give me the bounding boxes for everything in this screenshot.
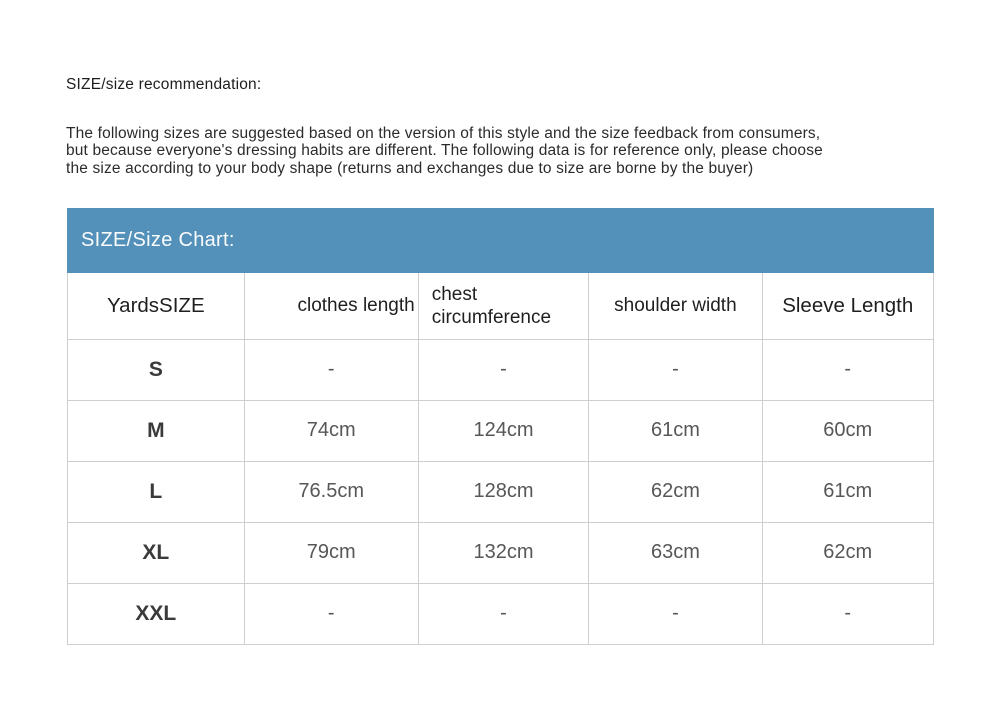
- size-label: M: [67, 399, 245, 462]
- size-label: XL: [67, 521, 245, 584]
- value-cell: -: [417, 338, 590, 401]
- column-header-clothes-length: clothes length: [243, 273, 419, 340]
- value-cell: 74cm: [243, 399, 419, 462]
- table-row: L 76.5cm 128cm 62cm 61cm: [67, 460, 934, 523]
- value-cell: 62cm: [761, 521, 934, 584]
- table-row: M 74cm 124cm 61cm 60cm: [67, 399, 934, 462]
- value-cell: -: [588, 582, 763, 645]
- value-cell: 79cm: [243, 521, 419, 584]
- value-cell: 60cm: [761, 399, 934, 462]
- value-cell: 76.5cm: [243, 460, 419, 523]
- column-header-size: YardsSIZE: [67, 273, 245, 340]
- column-header-sleeve-length: Sleeve Length: [761, 273, 934, 340]
- table-row: XL 79cm 132cm 63cm 62cm: [67, 521, 934, 584]
- value-cell: 61cm: [588, 399, 763, 462]
- size-label: L: [67, 460, 245, 523]
- page-title: SIZE/size recommendation:: [66, 76, 262, 93]
- column-header-chest-circumference: chest circumference: [417, 273, 590, 340]
- value-cell: -: [761, 582, 934, 645]
- value-cell: 124cm: [417, 399, 590, 462]
- value-cell: 61cm: [761, 460, 934, 523]
- value-cell: -: [417, 582, 590, 645]
- table-row: XXL - - - -: [67, 582, 934, 645]
- table-row: S - - - -: [67, 338, 934, 401]
- value-cell: -: [243, 338, 419, 401]
- value-cell: 132cm: [417, 521, 590, 584]
- value-cell: -: [761, 338, 934, 401]
- size-chart-section: SIZE/Size Chart: YardsSIZE clothes lengt…: [67, 208, 934, 645]
- size-recommendation-text: The following sizes are suggested based …: [66, 125, 823, 177]
- value-cell: 62cm: [588, 460, 763, 523]
- header-row: YardsSIZE clothes length chest circumfer…: [67, 273, 934, 340]
- size-label: S: [67, 338, 245, 401]
- size-chart-title-bar: SIZE/Size Chart:: [67, 208, 934, 273]
- size-chart-table: YardsSIZE clothes length chest circumfer…: [67, 273, 934, 645]
- value-cell: 63cm: [588, 521, 763, 584]
- column-header-shoulder-width: shoulder width: [588, 273, 763, 340]
- value-cell: 128cm: [417, 460, 590, 523]
- value-cell: -: [588, 338, 763, 401]
- size-label: XXL: [67, 582, 245, 645]
- size-chart-title: SIZE/Size Chart:: [81, 229, 235, 251]
- value-cell: -: [243, 582, 419, 645]
